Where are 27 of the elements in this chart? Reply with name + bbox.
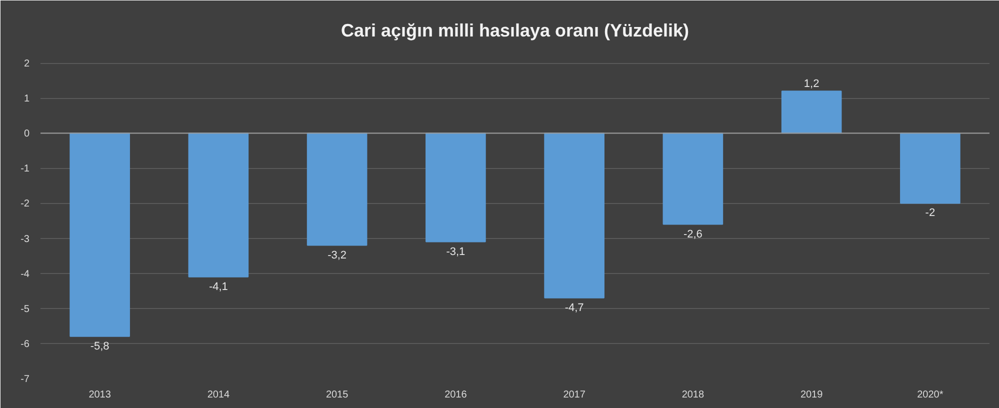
x-tick-label: 2019: [800, 390, 824, 400]
x-tick-label: 2013: [88, 390, 112, 400]
y-tick-label: -3: [20, 234, 30, 245]
x-tick-label: 2017: [563, 390, 586, 400]
data-label: -3,2: [328, 249, 347, 262]
y-tick-label: 1: [24, 94, 30, 105]
data-label: -4,1: [208, 280, 228, 293]
y-tick-label: -5: [20, 304, 30, 315]
x-tick-label: 2016: [444, 390, 468, 400]
y-tick-label: -1: [20, 164, 30, 175]
y-tick-label: -7: [20, 374, 30, 385]
y-tick-label: -4: [20, 268, 30, 280]
data-label: -2: [925, 207, 936, 220]
x-tick-label: 2018: [682, 390, 704, 400]
x-tick-label: 2020*: [917, 390, 944, 400]
data-label: -3,1: [446, 246, 466, 258]
data-label: 1,2: [804, 78, 820, 90]
x-tick-label: 2014: [207, 390, 230, 400]
y-tick-label: 0: [24, 128, 30, 140]
y-tick-label: -2: [20, 198, 30, 210]
data-label: -5,8: [90, 340, 110, 352]
chart-title: Cari açığın milli hasılaya oranı (Yüzdelik): [340, 20, 690, 40]
y-tick-label: 2: [24, 58, 30, 70]
y-tick-label: -6: [20, 338, 30, 350]
data-label: -4,7: [564, 302, 584, 314]
x-tick-label: 2015: [326, 390, 349, 400]
data-label: -2,6: [683, 228, 702, 240]
